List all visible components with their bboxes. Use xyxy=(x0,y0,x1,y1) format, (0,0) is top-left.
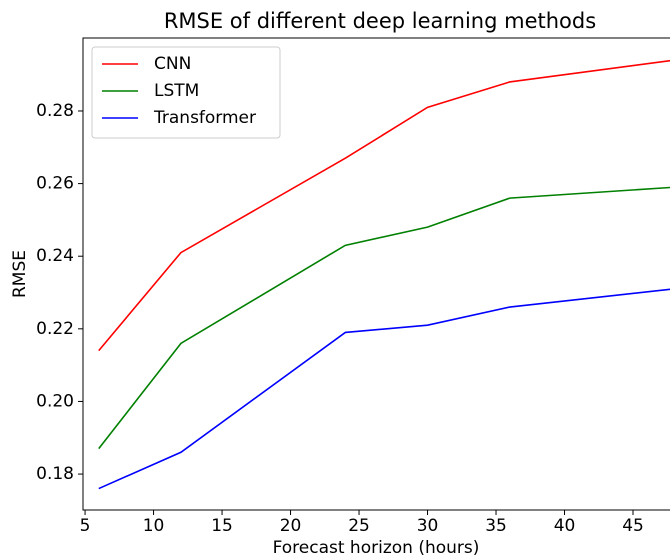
x-tick-label: 30 xyxy=(417,516,439,536)
x-tick-label: 45 xyxy=(622,516,644,536)
y-tick-label: 0.26 xyxy=(36,174,74,194)
y-tick-label: 0.18 xyxy=(36,464,74,484)
chart-title: RMSE of different deep learning methods xyxy=(164,9,596,33)
x-tick-label: 35 xyxy=(485,516,507,536)
plot-area xyxy=(98,59,670,490)
x-tick-label: 10 xyxy=(143,516,165,536)
x-tick-label: 40 xyxy=(554,516,576,536)
y-tick-label: 0.20 xyxy=(36,391,74,411)
x-axis-label: Forecast horizon (hours) xyxy=(273,538,480,558)
y-tick-label: 0.24 xyxy=(36,246,74,266)
series-line xyxy=(98,59,670,352)
legend-label: Transformer xyxy=(153,108,256,128)
y-tick-label: 0.28 xyxy=(36,101,74,121)
x-tick-label: 15 xyxy=(211,516,233,536)
axes-frame xyxy=(82,37,670,511)
legend-label: LSTM xyxy=(154,81,199,101)
y-axis-label: RMSE xyxy=(10,250,30,298)
x-tick-label: 25 xyxy=(348,516,370,536)
series-line xyxy=(98,186,670,450)
y-tick-label: 0.22 xyxy=(36,319,74,339)
legend-label: CNN xyxy=(154,54,191,74)
x-tick-label: 5 xyxy=(80,516,91,536)
x-tick-label: 20 xyxy=(280,516,302,536)
legend-box xyxy=(91,46,281,139)
series-line xyxy=(98,288,670,490)
